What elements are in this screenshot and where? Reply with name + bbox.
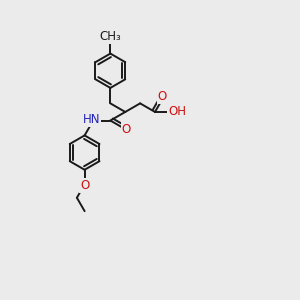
Text: O: O xyxy=(158,90,167,103)
Text: O: O xyxy=(122,123,131,136)
Text: HN: HN xyxy=(83,113,100,126)
Text: CH₃: CH₃ xyxy=(100,31,121,44)
Text: OH: OH xyxy=(168,106,186,118)
Text: O: O xyxy=(80,179,89,192)
